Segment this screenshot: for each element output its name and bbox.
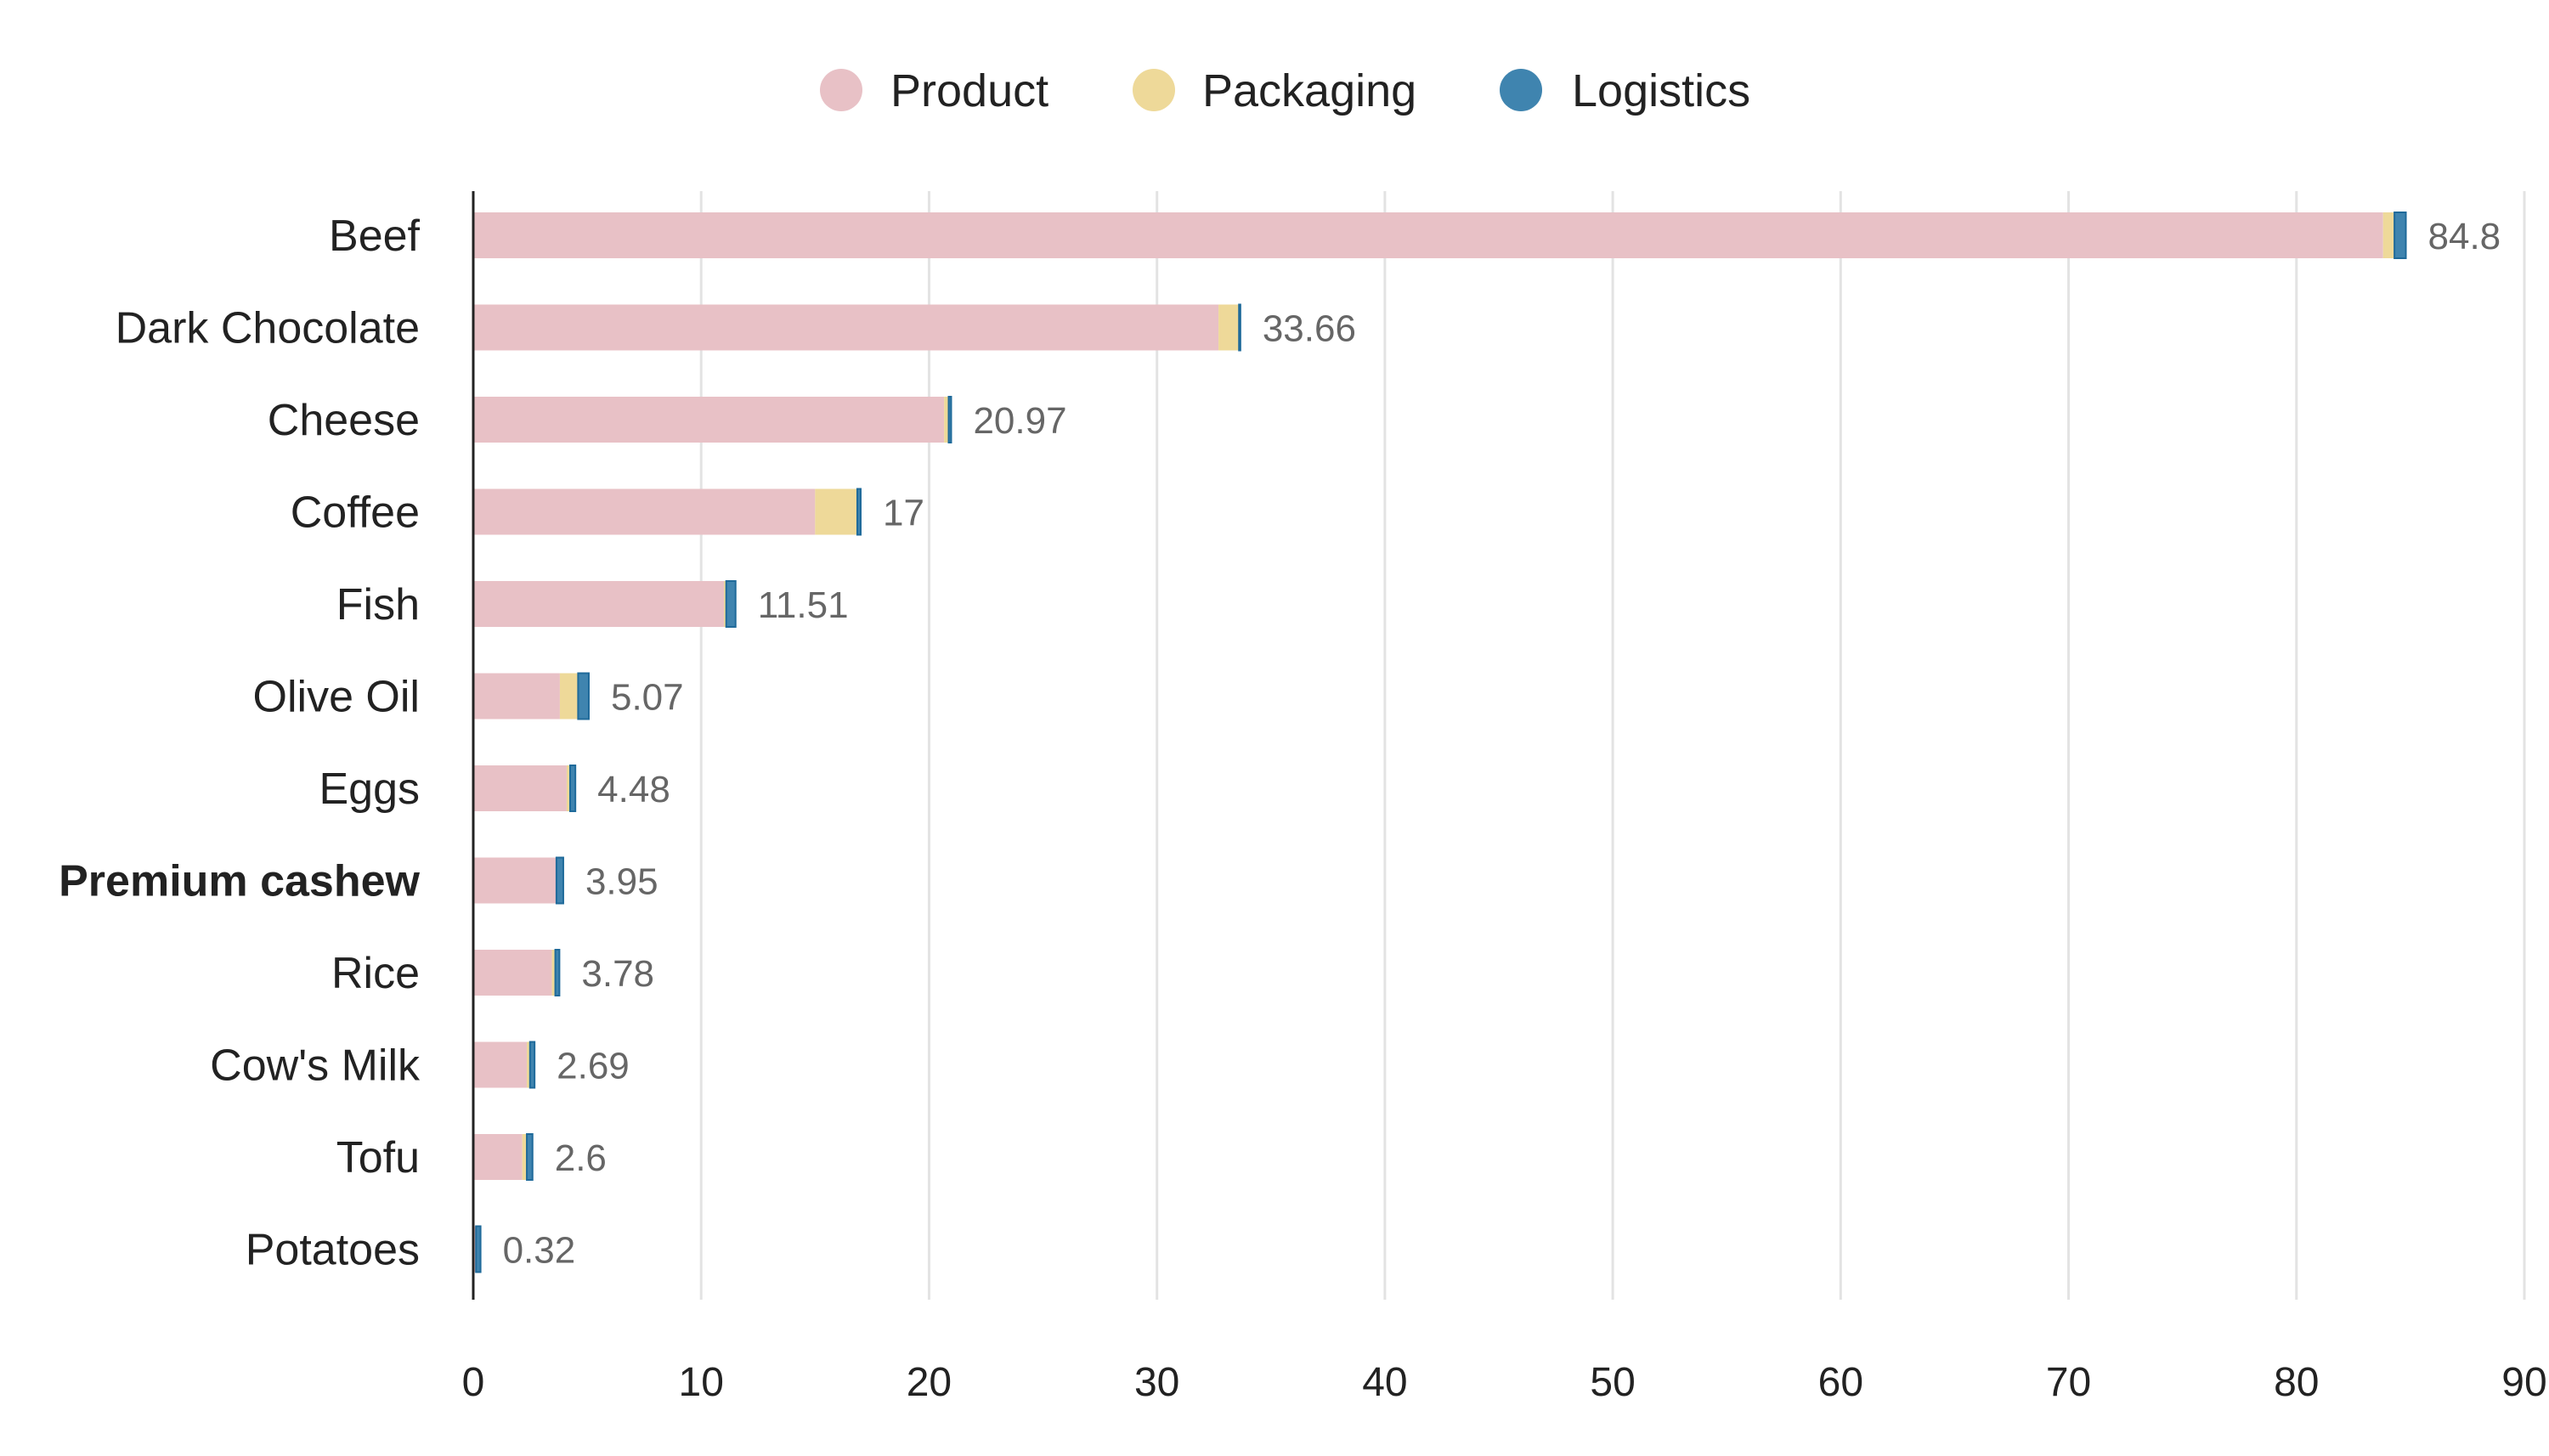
value-label: 33.66 — [1263, 308, 1356, 350]
legend-label: Product — [890, 65, 1048, 116]
bar-segment-logistics[interactable] — [725, 580, 737, 628]
x-tick-label: 0 — [462, 1360, 485, 1405]
category-label: Cheese — [268, 396, 420, 445]
legend: Product Packaging Logistics — [820, 65, 1750, 116]
value-label: 2.6 — [555, 1137, 607, 1179]
x-tick-label: 30 — [1134, 1360, 1179, 1405]
category-label: Dark Chocolate — [116, 304, 420, 353]
bar-segment-logistics[interactable] — [555, 856, 564, 905]
bar-segment-logistics[interactable] — [947, 396, 952, 443]
legend-swatch-icon — [820, 69, 862, 111]
bar-group[interactable] — [473, 1041, 536, 1089]
category-label: Fish — [336, 580, 420, 629]
bar-segment-packaging[interactable] — [559, 673, 579, 720]
legend-swatch-icon — [1133, 69, 1175, 111]
bar-segment-packaging[interactable] — [2382, 212, 2395, 258]
category-label: Eggs — [319, 765, 420, 814]
bar-group[interactable] — [473, 1133, 534, 1181]
bar-group[interactable] — [473, 303, 1241, 352]
value-label: 5.07 — [611, 677, 684, 719]
bar-segment-logistics[interactable] — [577, 672, 590, 720]
x-tick-label: 20 — [907, 1360, 952, 1405]
bar-segment-packaging[interactable] — [944, 397, 949, 443]
bar-segment-product[interactable] — [473, 857, 557, 904]
bar-group[interactable] — [473, 396, 952, 443]
bar-segment-product[interactable] — [473, 212, 2383, 258]
value-label: 20.97 — [973, 400, 1066, 442]
bar-segment-packaging[interactable] — [566, 765, 570, 811]
value-label: 84.8 — [2428, 216, 2501, 257]
bar-group[interactable] — [473, 488, 862, 536]
bar-segment-logistics[interactable] — [528, 1041, 536, 1089]
legend-item-logistics[interactable]: Logistics — [1500, 65, 1750, 116]
bar-segment-logistics[interactable] — [526, 1133, 534, 1181]
bar-segment-product[interactable] — [473, 304, 1219, 351]
legend-swatch-icon — [1500, 69, 1542, 111]
x-tick-label: 40 — [1362, 1360, 1407, 1405]
category-label: Premium cashew — [59, 857, 420, 906]
x-tick-label: 60 — [1818, 1360, 1863, 1405]
bar-segment-product[interactable] — [473, 765, 567, 811]
bar-segment-product[interactable] — [473, 581, 725, 627]
bar-segment-logistics[interactable] — [568, 765, 577, 812]
value-label: 11.51 — [758, 584, 849, 626]
value-label: 17 — [883, 493, 924, 534]
bar-segment-logistics[interactable] — [1238, 303, 1241, 352]
bar-group[interactable] — [473, 949, 561, 996]
x-tick-label: 80 — [2274, 1360, 2319, 1405]
bar-segment-logistics[interactable] — [554, 949, 561, 996]
bar-segment-product[interactable] — [473, 673, 560, 720]
value-label: 2.69 — [557, 1046, 630, 1087]
category-label: Olive Oil — [253, 673, 420, 722]
x-tick-label: 50 — [1590, 1360, 1635, 1405]
legend-item-product[interactable]: Product — [820, 65, 1048, 116]
bars — [473, 212, 2407, 1273]
bar-segment-packaging[interactable] — [522, 1134, 528, 1180]
grid — [699, 191, 2526, 1300]
category-label: Coffee — [291, 488, 420, 538]
bar-group[interactable] — [473, 212, 2407, 259]
bar-segment-packaging[interactable] — [1218, 304, 1240, 351]
bar-segment-product[interactable] — [473, 1041, 528, 1088]
bar-group[interactable] — [473, 672, 590, 720]
bar-segment-product[interactable] — [473, 950, 552, 996]
x-axis-ticks: 0 10 20 30 40 50 60 70 80 90 — [462, 1360, 2547, 1405]
bar-group[interactable] — [473, 765, 577, 812]
bar-segment-packaging[interactable] — [527, 1041, 530, 1088]
bar-segment-logistics[interactable] — [475, 1225, 482, 1273]
category-label: Potatoes — [246, 1226, 420, 1275]
legend-label: Logistics — [1572, 65, 1750, 116]
category-label: Rice — [331, 949, 420, 998]
value-label: 3.95 — [585, 861, 658, 903]
x-tick-label: 10 — [679, 1360, 724, 1405]
x-tick-label: 90 — [2501, 1360, 2546, 1405]
bar-segment-packaging[interactable] — [724, 581, 726, 627]
value-label: 4.48 — [597, 769, 670, 810]
category-label: Beef — [329, 212, 421, 261]
bar-segment-packaging[interactable] — [815, 488, 857, 535]
category-label: Cow's Milk — [210, 1041, 421, 1091]
bar-group[interactable] — [473, 856, 564, 905]
value-label: 0.32 — [503, 1230, 576, 1272]
bar-segment-logistics[interactable] — [2394, 212, 2407, 259]
bar-segment-product[interactable] — [473, 1134, 523, 1180]
bar-segment-logistics[interactable] — [856, 488, 862, 536]
legend-item-packaging[interactable]: Packaging — [1133, 65, 1416, 116]
bar-segment-product[interactable] — [473, 397, 945, 443]
legend-label: Packaging — [1202, 65, 1416, 116]
x-tick-label: 70 — [2046, 1360, 2091, 1405]
category-label: Tofu — [336, 1133, 420, 1182]
bar-segment-product[interactable] — [473, 488, 816, 535]
labels: Beef 84.8 Dark Chocolate 33.66 Cheese 20.97 Co… — [59, 212, 2501, 1275]
bar-group[interactable] — [473, 580, 737, 628]
bar-segment-packaging[interactable] — [551, 950, 556, 996]
value-label: 3.78 — [581, 953, 654, 995]
